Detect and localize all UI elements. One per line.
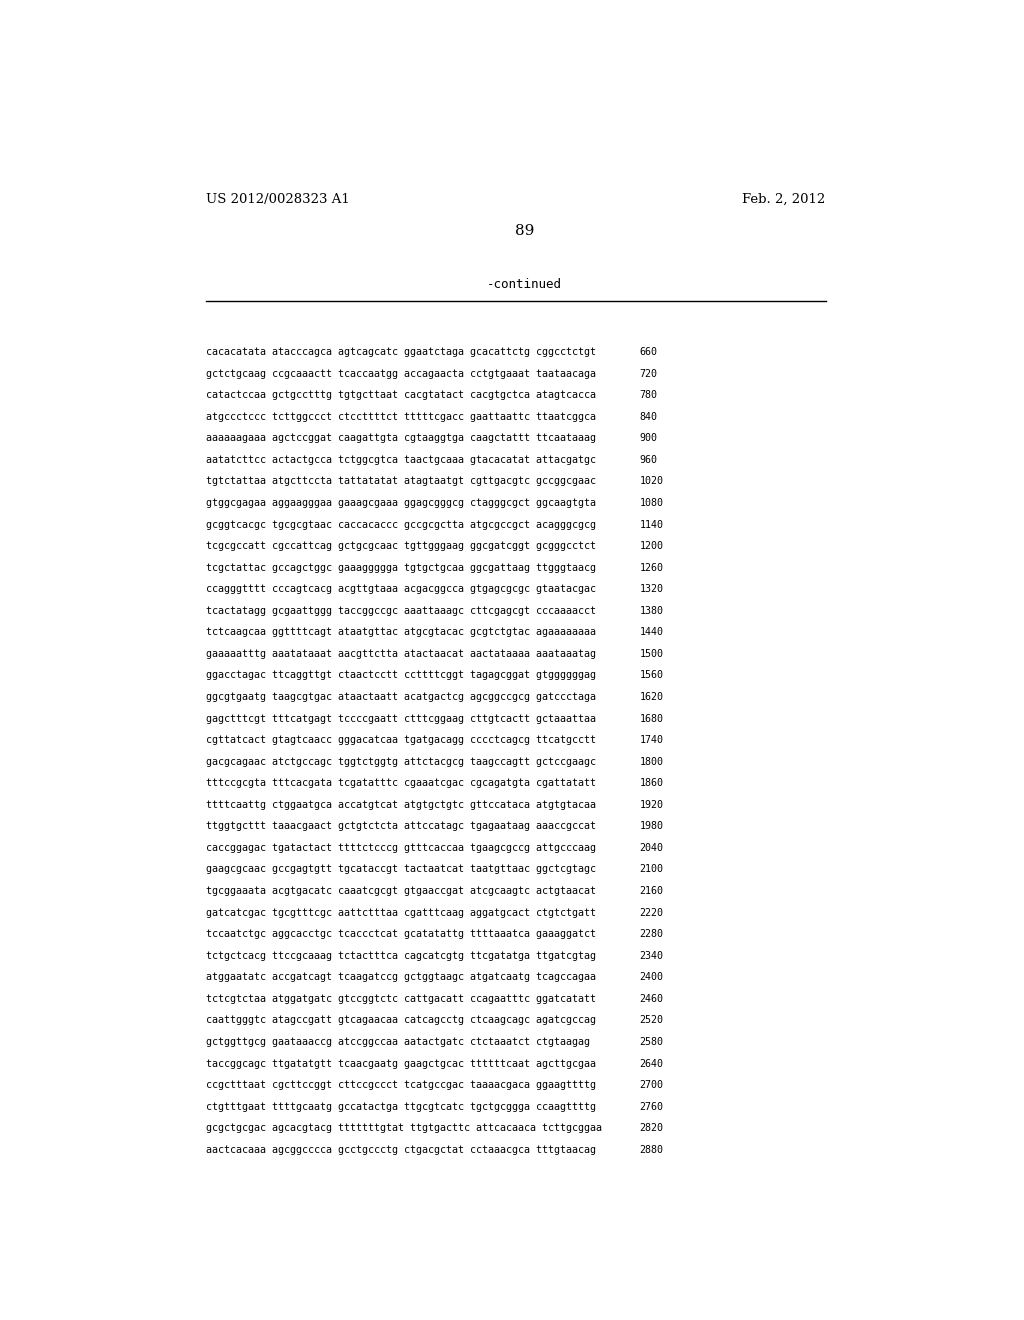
Text: atgccctccc tcttggccct ctccttttct tttttcgacc gaattaattc ttaatcggca: atgccctccc tcttggccct ctccttttct tttttcg… [206, 412, 596, 422]
Text: tcactatagg gcgaattggg taccggccgc aaattaaagc cttcgagcgt cccaaaacct: tcactatagg gcgaattggg taccggccgc aaattaa… [206, 606, 596, 615]
Text: 2040: 2040 [640, 843, 664, 853]
Text: ttttcaattg ctggaatgca accatgtcat atgtgctgtc gttccataca atgtgtacaa: ttttcaattg ctggaatgca accatgtcat atgtgct… [206, 800, 596, 810]
Text: 2820: 2820 [640, 1123, 664, 1133]
Text: cacacatata atacccagca agtcagcatc ggaatctaga gcacattctg cggcctctgt: cacacatata atacccagca agtcagcatc ggaatct… [206, 347, 596, 358]
Text: gcgctgcgac agcacgtacg tttttttgtat ttgtgacttc attcacaaca tcttgcggaa: gcgctgcgac agcacgtacg tttttttgtat ttgtga… [206, 1123, 601, 1133]
Text: 2760: 2760 [640, 1102, 664, 1111]
Text: ggacctagac ttcaggttgt ctaactcctt ccttttcggt tagagcggat gtggggggag: ggacctagac ttcaggttgt ctaactcctt ccttttc… [206, 671, 596, 681]
Text: 1080: 1080 [640, 498, 664, 508]
Text: gctggttgcg gaataaaccg atccggccaa aatactgatc ctctaaatct ctgtaagag: gctggttgcg gaataaaccg atccggccaa aatactg… [206, 1038, 590, 1047]
Text: 660: 660 [640, 347, 657, 358]
Text: tcgcgccatt cgccattcag gctgcgcaac tgttgggaag ggcgatcggt gcgggcctct: tcgcgccatt cgccattcag gctgcgcaac tgttggg… [206, 541, 596, 552]
Text: 2340: 2340 [640, 950, 664, 961]
Text: US 2012/0028323 A1: US 2012/0028323 A1 [206, 193, 349, 206]
Text: catactccaa gctgcctttg tgtgcttaat cacgtatact cacgtgctca atagtcacca: catactccaa gctgcctttg tgtgcttaat cacgtat… [206, 391, 596, 400]
Text: 1560: 1560 [640, 671, 664, 681]
Text: atggaatatc accgatcagt tcaagatccg gctggtaagc atgatcaatg tcagccagaa: atggaatatc accgatcagt tcaagatccg gctggta… [206, 973, 596, 982]
Text: gtggcgagaa aggaagggaa gaaagcgaaa ggagcgggcg ctagggcgct ggcaagtgta: gtggcgagaa aggaagggaa gaaagcgaaa ggagcgg… [206, 498, 596, 508]
Text: 1980: 1980 [640, 821, 664, 832]
Text: tctcaagcaa ggttttcagt ataatgttac atgcgtacac gcgtctgtac agaaaaaaaa: tctcaagcaa ggttttcagt ataatgttac atgcgta… [206, 627, 596, 638]
Text: gaaaaatttg aaatataaat aacgttctta atactaacat aactataaaa aaataaatag: gaaaaatttg aaatataaat aacgttctta atactaa… [206, 649, 596, 659]
Text: tgtctattaa atgcttccta tattatatat atagtaatgt cgttgacgtc gccggcgaac: tgtctattaa atgcttccta tattatatat atagtaa… [206, 477, 596, 487]
Text: ccagggtttt cccagtcacg acgttgtaaa acgacggcca gtgagcgcgc gtaatacgac: ccagggtttt cccagtcacg acgttgtaaa acgacgg… [206, 585, 596, 594]
Text: tttccgcgta tttcacgata tcgatatttc cgaaatcgac cgcagatgta cgattatatt: tttccgcgta tttcacgata tcgatatttc cgaaatc… [206, 779, 596, 788]
Text: ctgtttgaat ttttgcaatg gccatactga ttgcgtcatc tgctgcggga ccaagttttg: ctgtttgaat ttttgcaatg gccatactga ttgcgtc… [206, 1102, 596, 1111]
Text: 1860: 1860 [640, 779, 664, 788]
Text: 1500: 1500 [640, 649, 664, 659]
Text: 89: 89 [515, 223, 535, 238]
Text: 2880: 2880 [640, 1144, 664, 1155]
Text: ccgctttaat cgcttccggt cttccgccct tcatgccgac taaaacgaca ggaagttttg: ccgctttaat cgcttccggt cttccgccct tcatgcc… [206, 1080, 596, 1090]
Text: tccaatctgc aggcacctgc tcaccctcat gcatatattg ttttaaatca gaaaggatct: tccaatctgc aggcacctgc tcaccctcat gcatata… [206, 929, 596, 940]
Text: tgcggaaata acgtgacatc caaatcgcgt gtgaaccgat atcgcaagtc actgtaacat: tgcggaaata acgtgacatc caaatcgcgt gtgaacc… [206, 886, 596, 896]
Text: taccggcagc ttgatatgtt tcaacgaatg gaagctgcac ttttttcaat agcttgcgaa: taccggcagc ttgatatgtt tcaacgaatg gaagctg… [206, 1059, 596, 1069]
Text: caccggagac tgatactact ttttctcccg gtttcaccaa tgaagcgccg attgcccaag: caccggagac tgatactact ttttctcccg gtttcac… [206, 843, 596, 853]
Text: 2160: 2160 [640, 886, 664, 896]
Text: gacgcagaac atctgccagc tggtctggtg attctacgcg taagccagtt gctccgaagc: gacgcagaac atctgccagc tggtctggtg attctac… [206, 756, 596, 767]
Text: gctctgcaag ccgcaaactt tcaccaatgg accagaacta cctgtgaaat taataacaga: gctctgcaag ccgcaaactt tcaccaatgg accagaa… [206, 368, 596, 379]
Text: 2640: 2640 [640, 1059, 664, 1069]
Text: aaaaaagaaa agctccggat caagattgta cgtaaggtga caagctattt ttcaataaag: aaaaaagaaa agctccggat caagattgta cgtaagg… [206, 433, 596, 444]
Text: 1380: 1380 [640, 606, 664, 615]
Text: tctcgtctaa atggatgatc gtccggtctc cattgacatt ccagaatttc ggatcatatt: tctcgtctaa atggatgatc gtccggtctc cattgac… [206, 994, 596, 1003]
Text: gaagcgcaac gccgagtgtt tgcataccgt tactaatcat taatgttaac ggctcgtagc: gaagcgcaac gccgagtgtt tgcataccgt tactaat… [206, 865, 596, 875]
Text: gatcatcgac tgcgtttcgc aattctttaa cgatttcaag aggatgcact ctgtctgatt: gatcatcgac tgcgtttcgc aattctttaa cgatttc… [206, 908, 596, 917]
Text: tcgctattac gccagctggc gaaaggggga tgtgctgcaa ggcgattaag ttgggtaacg: tcgctattac gccagctggc gaaaggggga tgtgctg… [206, 562, 596, 573]
Text: aatatcttcc actactgcca tctggcgtca taactgcaaa gtacacatat attacgatgc: aatatcttcc actactgcca tctggcgtca taactgc… [206, 455, 596, 465]
Text: 720: 720 [640, 368, 657, 379]
Text: gagctttcgt tttcatgagt tccccgaatt ctttcggaag cttgtcactt gctaaattaa: gagctttcgt tttcatgagt tccccgaatt ctttcgg… [206, 714, 596, 723]
Text: 1920: 1920 [640, 800, 664, 810]
Text: cgttatcact gtagtcaacc gggacatcaa tgatgacagg cccctcagcg ttcatgcctt: cgttatcact gtagtcaacc gggacatcaa tgatgac… [206, 735, 596, 744]
Text: 2220: 2220 [640, 908, 664, 917]
Text: 900: 900 [640, 433, 657, 444]
Text: 780: 780 [640, 391, 657, 400]
Text: 2280: 2280 [640, 929, 664, 940]
Text: 1440: 1440 [640, 627, 664, 638]
Text: 2580: 2580 [640, 1038, 664, 1047]
Text: 1020: 1020 [640, 477, 664, 487]
Text: 1200: 1200 [640, 541, 664, 552]
Text: 1320: 1320 [640, 585, 664, 594]
Text: 1140: 1140 [640, 520, 664, 529]
Text: 2100: 2100 [640, 865, 664, 875]
Text: 1680: 1680 [640, 714, 664, 723]
Text: 1800: 1800 [640, 756, 664, 767]
Text: Feb. 2, 2012: Feb. 2, 2012 [742, 193, 825, 206]
Text: 960: 960 [640, 455, 657, 465]
Text: 2400: 2400 [640, 973, 664, 982]
Text: 2460: 2460 [640, 994, 664, 1003]
Text: aactcacaaa agcggcccca gcctgccctg ctgacgctat cctaaacgca tttgtaacag: aactcacaaa agcggcccca gcctgccctg ctgacgc… [206, 1144, 596, 1155]
Text: 2520: 2520 [640, 1015, 664, 1026]
Text: tctgctcacg ttccgcaaag tctactttca cagcatcgtg ttcgatatga ttgatcgtag: tctgctcacg ttccgcaaag tctactttca cagcatc… [206, 950, 596, 961]
Text: 1740: 1740 [640, 735, 664, 744]
Text: 2700: 2700 [640, 1080, 664, 1090]
Text: 840: 840 [640, 412, 657, 422]
Text: gcggtcacgc tgcgcgtaac caccacaccc gccgcgctta atgcgccgct acagggcgcg: gcggtcacgc tgcgcgtaac caccacaccc gccgcgc… [206, 520, 596, 529]
Text: caattgggtc atagccgatt gtcagaacaa catcagcctg ctcaagcagc agatcgccag: caattgggtc atagccgatt gtcagaacaa catcagc… [206, 1015, 596, 1026]
Text: ggcgtgaatg taagcgtgac ataactaatt acatgactcg agcggccgcg gatccctaga: ggcgtgaatg taagcgtgac ataactaatt acatgac… [206, 692, 596, 702]
Text: 1260: 1260 [640, 562, 664, 573]
Text: 1620: 1620 [640, 692, 664, 702]
Text: -continued: -continued [487, 277, 562, 290]
Text: ttggtgcttt taaacgaact gctgtctcta attccatagc tgagaataag aaaccgccat: ttggtgcttt taaacgaact gctgtctcta attccat… [206, 821, 596, 832]
